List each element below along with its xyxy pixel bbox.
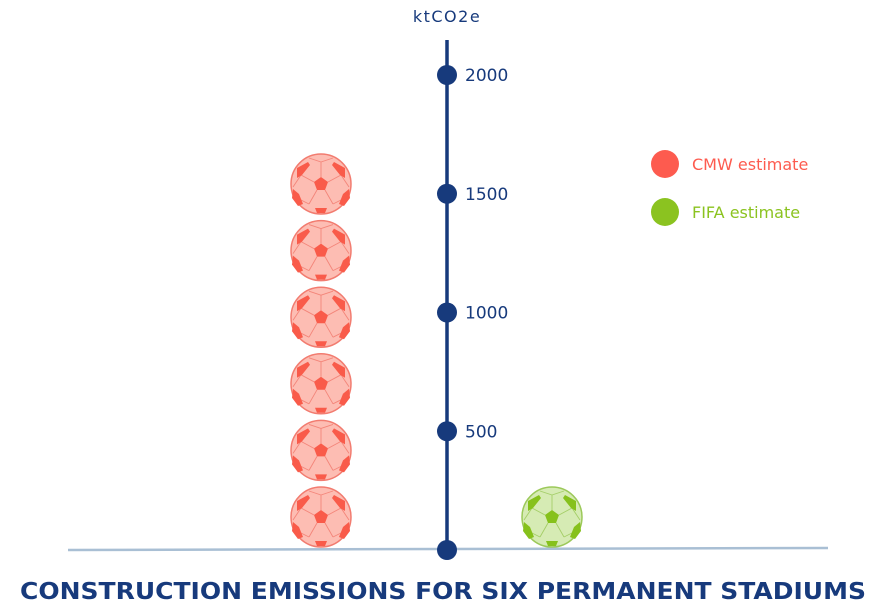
soccer-ball-icon: [291, 353, 351, 414]
y-axis-label: ktCO2e: [413, 7, 481, 26]
y-tick-dot: [437, 421, 457, 442]
y-tick-dot: [437, 183, 457, 204]
y-axis-ticks: 500 1000 1500 2000: [437, 65, 508, 560]
y-tick-label: 1500: [465, 185, 508, 205]
soccer-ball-icon: [522, 487, 582, 547]
legend-label: FIFA estimate: [692, 203, 800, 222]
chart-title: CONSTRUCTION EMISSIONS FOR SIX PERMANENT…: [20, 577, 866, 605]
soccer-ball-icon: [291, 220, 351, 281]
y-tick-label: 1000: [465, 304, 508, 324]
y-tick-label: 500: [465, 422, 497, 442]
soccer-ball-icon: [291, 287, 351, 348]
legend-swatch: [651, 198, 679, 226]
y-tick-dot: [437, 65, 457, 85]
y-tick-dot: [437, 302, 457, 323]
soccer-ball-icon: [291, 154, 351, 214]
legend: CMW estimate FIFA estimate: [651, 150, 808, 226]
y-tick-label: 2000: [465, 66, 508, 86]
legend-label: CMW estimate: [692, 155, 808, 174]
legend-swatch: [651, 150, 679, 178]
soccer-ball-icon: [291, 420, 351, 481]
soccer-ball-icon: [291, 487, 351, 547]
y-tick-dot: [437, 540, 457, 560]
pictogram-columns: [291, 154, 582, 547]
